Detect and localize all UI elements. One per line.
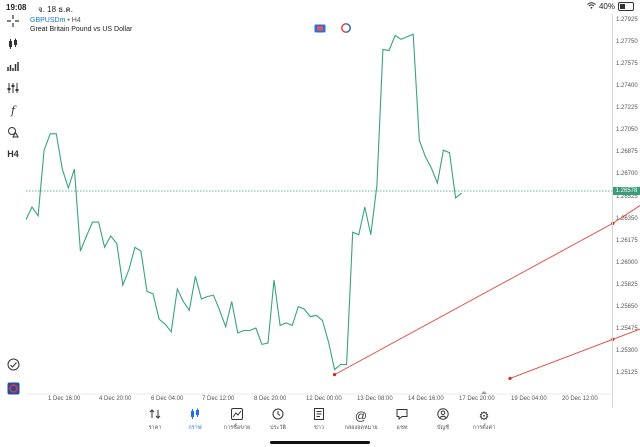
time-tick-label: 20 Dec 12:00 [562,396,598,402]
nav-quotes[interactable]: ราคา [136,408,174,438]
trendline[interactable] [334,85,640,375]
mailbox-icon: @ [354,409,368,423]
time-tick-label: 1 Dec 16:00 [48,396,81,402]
status-right: 40% [587,2,634,11]
objects-icon[interactable] [4,124,22,140]
price-tick-label: 1.25125 [616,370,638,376]
account-icon [424,408,462,424]
price-tick-label: 1.25475 [616,325,638,332]
price-tick-label: 1.26875 [616,149,638,156]
history-icon [259,408,297,424]
battery-icon [618,2,634,11]
news-icon [300,408,338,424]
clock-icon[interactable] [7,358,20,376]
home-indicator [270,441,370,444]
trade-icon [218,408,256,424]
function-icon[interactable]: f [10,103,16,117]
chart-header: GBPUSDm • H4 Great Britain Pound vs US D… [30,17,133,33]
chart-type-icon[interactable] [4,58,22,74]
status-date: จ. 18 ธ.ค. [38,5,73,14]
nav-news[interactable]: ข่าว [300,408,338,438]
scroll-end-marker[interactable] [481,391,487,394]
chat-icon [383,408,421,424]
settings-icon: ⚙ [478,409,490,423]
battery-level [620,4,625,9]
timeframe-label: H4 [71,17,81,24]
symbol-description: Great Britain Pound vs US Dollar [30,26,133,33]
nav-account[interactable]: บัญชี [424,408,462,438]
current-price-tag: 1.26578 [613,187,640,195]
nav-mailbox[interactable]: @ กล่องจดหมาย [342,408,380,438]
price-tick-label: 1.27050 [616,127,638,134]
price-tick-label: 1.27925 [616,17,638,23]
price-tick-label: 1.26700 [616,171,638,178]
nav-history[interactable]: ประวัติ [259,408,297,438]
price-tick-label: 1.25825 [616,281,638,288]
time-tick-label: 14 Dec 16:00 [408,396,444,402]
trendline-anchor-point[interactable] [332,373,337,377]
nav-chat[interactable]: แชท [383,408,421,438]
depth-icon[interactable] [340,20,352,33]
bottom-navigation: ราคา กราฟ การซื้อขาย ประวัติ ข่าว @ กล่อ… [0,408,640,447]
quotes-icon [136,408,174,424]
nav-trade[interactable]: การซื้อขาย [218,408,256,438]
chart-icon [176,408,214,424]
time-tick-label: 4 Dec 20:00 [99,396,132,402]
price-tick-label: 1.27750 [616,39,638,46]
trendline-anchor-point[interactable] [508,376,512,381]
time-tick-label: 8 Dec 20:00 [254,396,287,402]
symbol-name[interactable]: GBPUSDm [30,17,66,24]
candles-icon[interactable] [4,36,22,52]
price-tick-label: 1.25300 [616,347,638,354]
time-tick-label: 7 Dec 12:00 [202,396,235,402]
price-axis [612,14,640,408]
price-series-line [25,33,462,371]
broker-logo-icon[interactable] [7,382,20,400]
price-tick-label: 1.26350 [616,215,638,222]
nav-chart[interactable]: กราฟ [176,408,214,438]
time-tick-label: 6 Dec 04:00 [151,396,184,402]
time-tick-label: 13 Dec 08:00 [357,396,393,402]
price-tick-label: 1.27575 [616,61,638,68]
crosshair-icon[interactable] [4,13,22,29]
one-click-trade-icon[interactable] [314,20,326,33]
price-tick-label: 1.27225 [616,105,638,112]
chart-toolbar: f H4 [0,14,26,409]
timeframe-button[interactable]: H4 [7,149,19,159]
indicators-icon[interactable] [4,80,22,96]
nav-settings[interactable]: ⚙ การตั้งค่า [465,408,503,438]
time-tick-label: 19 Dec 04:00 [511,396,547,402]
battery-percent: 40% [598,2,615,11]
price-tick-label: 1.27400 [616,83,638,90]
wifi-icon [587,2,596,11]
price-tick-label: 1.26525 [616,193,638,200]
time-tick-label: 12 Dec 00:00 [306,396,342,402]
time-tick-label: 17 Dec 20:00 [459,396,495,402]
price-tick-label: 1.25650 [616,303,638,310]
status-time: 19:08 [6,3,27,12]
price-tick-label: 1.26175 [616,237,638,244]
price-tick-label: 1.26000 [616,259,638,266]
status-bar: 19:08 จ. 18 ธ.ค. 40% [0,0,640,14]
